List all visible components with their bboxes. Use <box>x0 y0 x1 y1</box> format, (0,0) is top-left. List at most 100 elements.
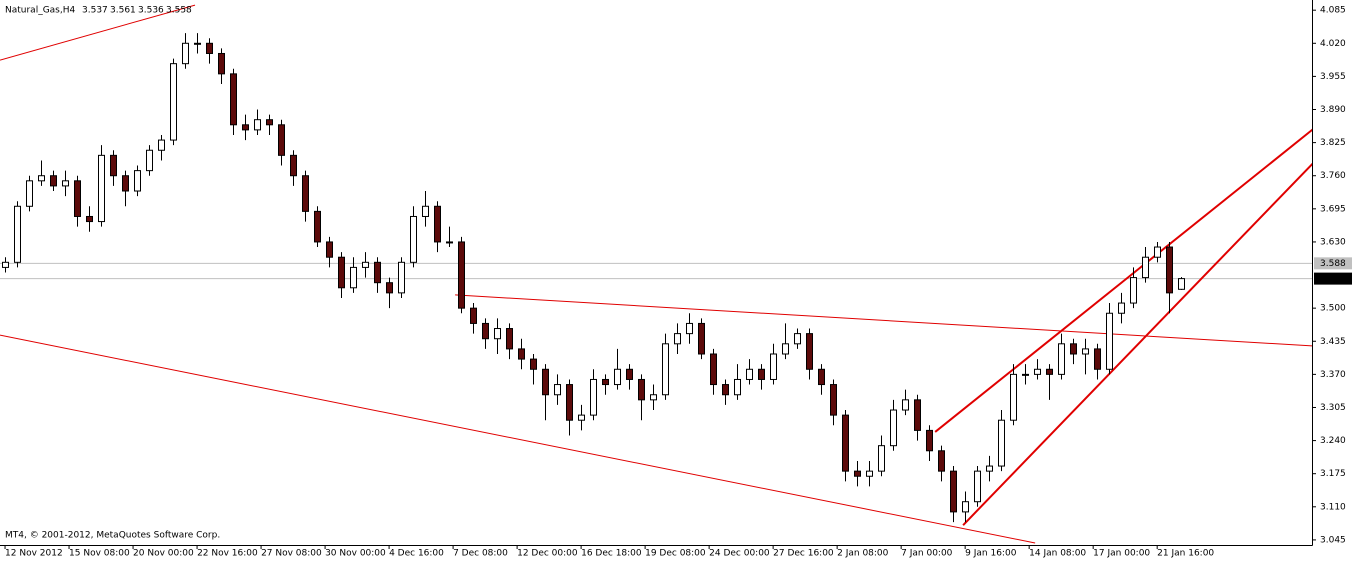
candle-body <box>926 429 933 452</box>
candle-body <box>446 241 453 244</box>
price-box <box>1314 272 1352 285</box>
x-tick-label: 15 Nov 08:00 <box>69 549 130 559</box>
candle-body <box>410 215 417 263</box>
candle-body <box>98 154 105 223</box>
x-tick-label: 21 Jan 16:00 <box>1157 549 1214 559</box>
candle-body <box>254 119 261 131</box>
candle-body <box>674 333 681 345</box>
x-tick-label: 17 Jan 00:00 <box>1093 549 1150 559</box>
candle-body <box>698 322 705 355</box>
candle-body <box>998 419 1005 467</box>
candle-body <box>602 378 609 386</box>
candle-body <box>290 154 297 177</box>
y-tick-label: 3.760 <box>1320 171 1346 181</box>
candle-body <box>530 358 537 370</box>
candle-body <box>470 307 477 324</box>
ask-label: 3.588 <box>1320 259 1346 269</box>
candle-body <box>866 470 873 477</box>
candle-body <box>482 322 489 340</box>
candle-body <box>278 124 285 156</box>
candle-body <box>626 368 633 380</box>
candle-body <box>1154 246 1161 258</box>
candle-body <box>398 261 405 294</box>
x-tick-label: 27 Dec 16:00 <box>773 549 834 559</box>
trendline <box>0 4 196 61</box>
candle-body <box>1178 278 1185 290</box>
candle-body <box>302 175 309 212</box>
candle-body <box>2 261 9 268</box>
candle-body <box>578 414 585 421</box>
candle-body <box>614 368 621 386</box>
candle-body <box>458 241 465 309</box>
x-tick-label: 12 Nov 2012 <box>5 549 63 559</box>
trendline <box>934 128 1312 433</box>
y-tick-label: 3.370 <box>1320 370 1346 380</box>
candle-body <box>1046 368 1053 375</box>
candle-body <box>938 450 945 472</box>
x-tick-label: 9 Jan 16:00 <box>965 549 1017 559</box>
x-tick-label: 30 Nov 00:00 <box>325 549 386 559</box>
candle-body <box>194 42 201 45</box>
candle-body <box>1118 302 1125 314</box>
plot-area <box>0 4 1312 544</box>
x-tick-label: 16 Dec 18:00 <box>581 549 642 559</box>
y-tick-label: 3.890 <box>1320 105 1346 115</box>
trendline <box>0 334 1036 544</box>
candle-body <box>962 501 969 513</box>
candle-body <box>314 210 321 243</box>
candle-body <box>1130 277 1137 304</box>
x-tick-label: 14 Jan 08:00 <box>1029 549 1086 559</box>
candle-body <box>818 368 825 386</box>
candle-body <box>554 384 561 396</box>
candle-body <box>914 399 921 431</box>
candle-body <box>1034 368 1041 375</box>
candle-body <box>1010 373 1017 421</box>
x-tick-label: 4 Dec 16:00 <box>389 549 444 559</box>
x-tick-label: 20 Nov 00:00 <box>133 549 194 559</box>
trendline <box>455 294 1312 347</box>
x-tick-label: 27 Nov 08:00 <box>261 549 322 559</box>
y-tick-label: 4.085 <box>1320 6 1346 16</box>
candle-body <box>1070 343 1077 355</box>
y-tick-label: 3.695 <box>1320 204 1346 214</box>
candle-body <box>1082 348 1089 355</box>
x-tick-label: 22 Nov 16:00 <box>197 549 258 559</box>
y-tick-label: 3.045 <box>1320 535 1346 545</box>
candle-body <box>50 175 57 187</box>
candle-body <box>386 282 393 294</box>
candle-body <box>758 368 765 380</box>
candle-body <box>62 180 69 187</box>
candle-body <box>266 119 273 126</box>
candle-body <box>230 73 237 126</box>
x-tick-label: 7 Dec 08:00 <box>453 549 508 559</box>
candle-body <box>662 343 669 396</box>
candle-body <box>842 414 849 472</box>
trendline <box>962 162 1312 526</box>
candle-body <box>650 394 657 401</box>
candle-body <box>110 154 117 177</box>
candle-body <box>1106 312 1113 370</box>
y-tick-label: 4.020 <box>1320 39 1346 49</box>
candle-body <box>74 180 81 217</box>
candle-body <box>506 328 513 350</box>
candle-body <box>686 322 693 335</box>
candle-body <box>182 42 189 65</box>
candle-body <box>422 205 429 217</box>
candle-body <box>746 368 753 380</box>
candle-body <box>146 149 153 172</box>
y-tick-label: 3.175 <box>1320 469 1346 479</box>
candle-body <box>494 328 501 340</box>
candle-body <box>974 470 981 503</box>
candle-body <box>218 52 225 75</box>
price-label: 3.558 <box>1320 274 1346 284</box>
candle-body <box>206 42 213 54</box>
copyright: MT4, © 2001-2012, MetaQuotes Software Co… <box>5 531 220 541</box>
candle-body <box>986 465 993 472</box>
candle-body <box>638 378 645 401</box>
candle-body <box>518 348 525 360</box>
candle-body <box>902 399 909 411</box>
candle-body <box>26 180 33 207</box>
last-open: 3.537 <box>82 6 108 16</box>
candle-body <box>38 175 45 182</box>
